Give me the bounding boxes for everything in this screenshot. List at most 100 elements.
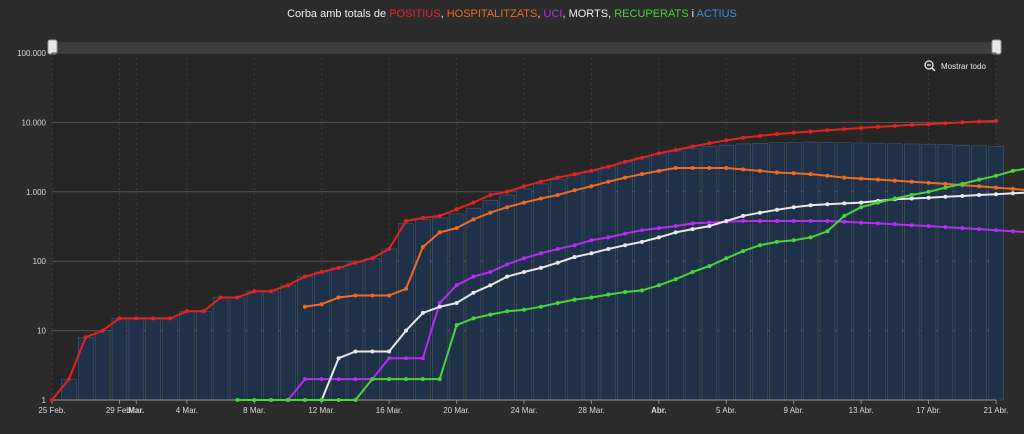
data-point-recuperats: [471, 316, 476, 321]
data-point-morts: [454, 301, 459, 305]
data-point-recuperats: [825, 229, 830, 234]
x-tick-label: 20 Mar.: [443, 406, 470, 415]
data-point-positius: [319, 270, 324, 274]
data-point-uci: [994, 228, 998, 233]
data-point-uci: [471, 274, 476, 279]
data-point-uci: [387, 356, 392, 361]
data-point-recuperats: [741, 249, 746, 254]
data-point-positius: [286, 283, 290, 288]
data-point-positius: [623, 159, 628, 164]
y-tick-label: 10.000: [22, 118, 47, 127]
range-handle-right[interactable]: [991, 39, 1002, 55]
bar-actius: [499, 194, 515, 401]
data-point-morts: [808, 203, 813, 208]
data-point-recuperats: [707, 264, 712, 269]
data-point-hospitalitzats: [876, 177, 880, 182]
data-point-uci: [488, 270, 493, 274]
data-point-hospitalitzats: [404, 286, 408, 291]
data-point-positius: [960, 120, 965, 125]
data-point-uci: [623, 231, 628, 236]
data-point-recuperats: [977, 177, 982, 182]
data-point-hospitalitzats: [741, 167, 746, 172]
data-point-positius: [252, 289, 257, 294]
data-point-positius: [606, 164, 611, 169]
data-point-hospitalitzats: [673, 166, 678, 170]
data-point-hospitalitzats: [977, 184, 982, 189]
bar-actius: [448, 213, 465, 401]
data-point-recuperats: [859, 205, 864, 210]
data-point-positius: [909, 122, 914, 127]
x-tick-label: 16 Mar.: [376, 406, 403, 415]
data-point-uci: [690, 221, 695, 226]
data-point-morts: [387, 349, 392, 354]
data-point-hospitalitzats: [555, 193, 560, 197]
bar-actius: [819, 142, 836, 401]
data-point-recuperats: [235, 398, 240, 402]
data-point-morts: [909, 196, 914, 201]
data-point-uci: [522, 256, 526, 261]
title-part: i: [688, 8, 697, 20]
data-point-morts: [758, 210, 762, 215]
data-point-hospitalitzats: [488, 210, 493, 215]
data-point-positius: [859, 126, 864, 130]
data-point-positius: [471, 200, 476, 205]
bar-actius: [263, 290, 279, 401]
data-point-hospitalitzats: [774, 170, 779, 175]
data-point-hospitalitzats: [572, 188, 577, 193]
bar-actius: [651, 153, 667, 401]
data-point-hospitalitzats: [842, 175, 847, 180]
bar-actius: [752, 143, 768, 401]
data-point-uci: [437, 301, 442, 305]
bar-actius: [128, 318, 145, 401]
bar-actius: [179, 310, 195, 401]
range-handle-left[interactable]: [47, 39, 58, 55]
data-point-recuperats: [488, 312, 493, 317]
y-tick-label: 100: [33, 257, 47, 266]
data-point-hospitalitzats: [522, 200, 526, 205]
y-tick-label: 10: [37, 327, 46, 336]
data-point-hospitalitzats: [471, 217, 476, 222]
data-point-positius: [876, 124, 880, 129]
data-point-uci: [454, 283, 459, 288]
reset-zoom-button[interactable]: Mostrar todo: [924, 58, 994, 74]
data-point-recuperats: [336, 398, 341, 402]
data-point-positius: [387, 247, 392, 251]
data-point-recuperats: [876, 200, 880, 205]
data-point-positius: [791, 130, 796, 135]
title-part: ,: [440, 8, 447, 20]
data-point-recuperats: [606, 292, 611, 297]
data-point-uci: [842, 219, 847, 224]
data-point-recuperats: [774, 239, 779, 244]
data-point-recuperats: [640, 288, 644, 293]
y-tick-label: 1.000: [26, 188, 47, 197]
data-point-uci: [876, 221, 880, 226]
data-point-hospitalitzats: [370, 293, 375, 298]
bar-actius: [634, 157, 650, 401]
data-point-hospitalitzats: [437, 230, 442, 235]
data-point-recuperats: [370, 377, 375, 382]
title-prefix: Corba amb totals de: [287, 8, 390, 20]
data-point-positius: [370, 256, 375, 261]
data-point-recuperats: [269, 398, 274, 402]
data-point-uci: [808, 219, 813, 223]
data-point-positius: [168, 316, 172, 321]
data-point-recuperats: [673, 277, 678, 282]
data-point-uci: [791, 219, 796, 223]
data-point-positius: [353, 260, 358, 265]
data-point-positius: [690, 144, 695, 149]
data-point-recuperats: [302, 398, 307, 402]
data-point-recuperats: [1010, 168, 1015, 173]
data-point-positius: [488, 193, 493, 197]
data-point-positius: [336, 265, 341, 270]
data-point-hospitalitzats: [623, 175, 628, 180]
bar-actius: [246, 290, 263, 401]
data-point-recuperats: [589, 295, 594, 300]
bar-actius: [566, 174, 583, 401]
data-point-positius: [994, 118, 998, 123]
data-point-recuperats: [437, 377, 442, 382]
data-point-morts: [943, 194, 948, 199]
title-part: UCI: [543, 8, 563, 20]
data-point-morts: [404, 328, 408, 333]
data-point-morts: [673, 230, 678, 235]
title-part: ,: [537, 8, 544, 20]
